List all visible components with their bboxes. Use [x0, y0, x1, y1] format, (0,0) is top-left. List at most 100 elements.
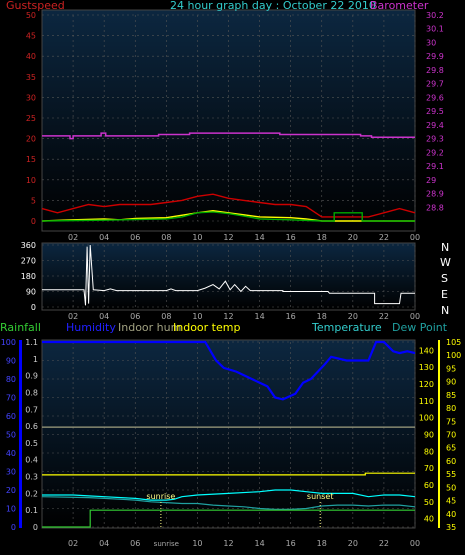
humidity-line — [42, 340, 416, 401]
temp-c-tick-label: 85 — [446, 391, 456, 400]
barometer-tick-label: 29 — [426, 176, 436, 185]
time-tick-label: 08 — [161, 312, 171, 321]
temp-c-tick-label: 100 — [446, 351, 461, 360]
sunset-label: sunset — [307, 492, 334, 501]
temp-f-tick-label: 50 — [424, 498, 434, 507]
temp-c-tick-label: 90 — [446, 378, 456, 387]
humidity-tick-label: 40 — [6, 449, 16, 458]
temp-f-tick-label: 90 — [424, 431, 434, 440]
temp-c-tick-label: 65 — [446, 444, 456, 453]
temp-f-tick-label: 70 — [424, 464, 434, 473]
compass-n-top: N — [441, 241, 449, 254]
time-tick-label: 06 — [130, 233, 140, 242]
gust-panel-grid — [42, 14, 416, 222]
time-tick-label: 18 — [317, 233, 327, 242]
humidity-tick-label: 20 — [6, 486, 16, 495]
compass-n-bottom: N — [441, 304, 449, 317]
barometer-tick-label: 29.9 — [426, 52, 444, 61]
humidity-tick-label: 30 — [6, 468, 16, 477]
rain-tick-label: 0.7 — [25, 405, 38, 414]
temp-f-tick-label: 100 — [419, 414, 434, 423]
barometer-tick-label: 30.1 — [426, 25, 444, 34]
rain-tick-label: 0.3 — [25, 473, 38, 482]
temp-c-tick-label: 70 — [446, 431, 456, 440]
gust-tick-label: 50 — [26, 11, 36, 20]
temp-f-tick-label: 80 — [424, 447, 434, 456]
direction-tick-label: 180 — [21, 272, 36, 281]
rain-tick-label: 0.4 — [25, 456, 38, 465]
time-tick-label: 00 — [410, 539, 420, 548]
temp-f-tick-label: 40 — [424, 515, 434, 524]
time-tick-label: 20 — [348, 312, 358, 321]
temp-f-tick-label: 130 — [419, 363, 434, 372]
gust-tick-label: 40 — [26, 52, 36, 61]
rainfall-legend: Rainfall — [0, 321, 41, 334]
time-tick-label: 14 — [254, 233, 264, 242]
temp-c-tick-label: 75 — [446, 417, 456, 426]
barometer-tick-label: 29.6 — [426, 93, 444, 102]
barometer-tick-label: 29.4 — [426, 121, 444, 130]
temp-c-tick-label: 50 — [446, 483, 456, 492]
barometer-tick-label: 29.8 — [426, 66, 444, 75]
time-tick-label: 20 — [348, 233, 358, 242]
barometer-tick-label: 29.3 — [426, 135, 444, 144]
temp-panel-grid — [42, 341, 416, 528]
direction-tick-label: 90 — [26, 288, 36, 297]
temp-f-tick-label: 60 — [424, 481, 434, 490]
temp-c-tick-label: 35 — [446, 523, 456, 532]
gust-panel-marks — [41, 132, 416, 222]
barometer-tick-label: 30 — [426, 38, 436, 47]
time-tick-label: 14 — [254, 312, 264, 321]
humidity-tick-label: 10 — [6, 505, 16, 514]
time-tick-label: 10 — [192, 233, 202, 242]
time-tick-label: 02 — [68, 312, 78, 321]
direction-panel-marks — [42, 244, 415, 306]
time-tick-label: 04 — [99, 312, 109, 321]
time-tick-label: 02 — [68, 233, 78, 242]
rain-tick-label: 0.5 — [25, 439, 38, 448]
time-tick-label: 22 — [379, 233, 389, 242]
temp-panel-marks: sunrise sunset — [41, 340, 416, 528]
time-tick-label: 00 — [410, 312, 420, 321]
gust-tick-label: 35 — [26, 73, 36, 82]
barometer-tick-label: 29.2 — [426, 148, 444, 157]
time-tick-label: 04 — [99, 539, 109, 548]
direction-tick-label: 0 — [31, 303, 36, 312]
time-tick-label: 00 — [410, 233, 420, 242]
time-tick-label: 06 — [130, 312, 140, 321]
humidity-axis-bar — [19, 340, 22, 528]
barometer-line — [42, 132, 415, 140]
humidity-tick-label: 70 — [6, 394, 16, 403]
direction-panel-grid — [42, 244, 416, 308]
barometer-tick-label: 29.1 — [426, 162, 444, 171]
chart-title: 24 hour graph day : October 22 2010 — [170, 0, 376, 12]
rain-tick-label: 0.6 — [25, 422, 38, 431]
gust-tick-label: 5 — [31, 196, 36, 205]
dew-point-legend: Dew Point — [392, 321, 448, 334]
rain-tick-label: 0 — [33, 523, 38, 532]
time-tick-label: 02 — [68, 539, 78, 548]
barometer-axis-label: Barometer — [370, 0, 429, 12]
gust-axis-label: Gustspeed — [6, 0, 65, 12]
time-tick-label: 22 — [379, 312, 389, 321]
temp-c-tick-label: 80 — [446, 404, 456, 413]
humidity-legend: Humidity — [66, 321, 116, 334]
temp-f-tick-label: 120 — [419, 380, 434, 389]
temp-c-tick-label: 105 — [446, 338, 461, 347]
time-tick-label: 06 — [130, 539, 140, 548]
gust-tick-label: 15 — [26, 155, 36, 164]
time-tick-label: 16 — [286, 233, 296, 242]
sunrise-label: sunrise — [146, 492, 175, 501]
rainfall-line — [42, 509, 415, 528]
barometer-tick-label: 29.5 — [426, 107, 444, 116]
time-tick-label: 04 — [99, 233, 109, 242]
barometer-tick-label: 30.2 — [426, 11, 444, 20]
time-tick-label: 10 — [192, 539, 202, 548]
rain-tick-label: 0.8 — [25, 388, 38, 397]
temperature-legend: Temperature — [311, 321, 382, 334]
humidity-tick-label: 50 — [6, 431, 16, 440]
time-tick-label: 20 — [348, 539, 358, 548]
time-tick-label: 14 — [254, 539, 264, 548]
indoor-temp-legend: Indoor temp — [173, 321, 240, 334]
